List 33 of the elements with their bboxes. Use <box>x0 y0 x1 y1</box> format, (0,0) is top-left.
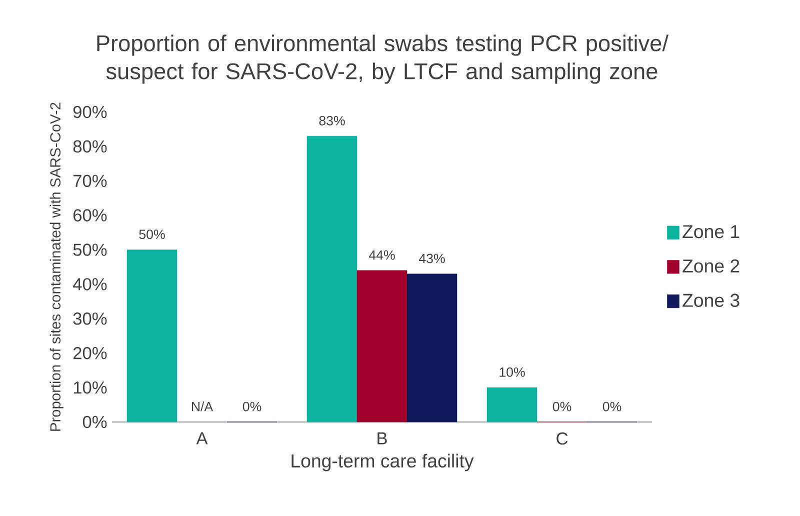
y-tick-label: 30% <box>73 312 107 325</box>
y-tick-label: 70% <box>74 174 107 188</box>
data-label: 83% <box>319 116 345 126</box>
y-axis-title: Proportion of sites contaminated with SARS-CoV-2 <box>50 102 64 431</box>
legend-label: Zone 1 <box>682 225 740 238</box>
y-tick-label: 0% <box>82 416 107 428</box>
y-tick-label: 40% <box>73 278 107 290</box>
chart-title: Proportion of environmental swabs testing PCR positive/ suspect for SARS-CoV-2, by LTCF and sampling zone <box>97 34 668 84</box>
bar <box>126 250 178 422</box>
bar <box>356 270 408 422</box>
y-tick-label: 50% <box>73 244 107 256</box>
bar <box>486 387 538 422</box>
legend-label: Zone 3 <box>682 294 740 307</box>
y-tick-label: 90% <box>73 106 107 118</box>
y-tick-label: 80% <box>73 140 107 153</box>
x-axis-title: Long-term care facility <box>292 454 474 472</box>
data-label: 10% <box>500 367 525 377</box>
y-tick-label: 60% <box>73 209 107 222</box>
legend-label: Zone 2 <box>682 259 740 273</box>
text: N/A <box>192 401 214 412</box>
bar <box>406 274 458 422</box>
data-label: 43% <box>418 254 445 264</box>
x-tick-label: C <box>556 432 568 445</box>
data-label: 50% <box>139 230 165 240</box>
data-label: 44% <box>368 250 395 260</box>
data-label: 0% <box>242 402 262 412</box>
y-tick-label: 10% <box>74 381 107 394</box>
bar <box>306 136 358 422</box>
x-tick-label: B <box>378 432 387 444</box>
data-label: 0% <box>602 402 622 412</box>
x-tick-label: A <box>196 432 208 444</box>
y-tick-label: 20% <box>73 346 107 360</box>
data-label: 0% <box>552 402 572 412</box>
